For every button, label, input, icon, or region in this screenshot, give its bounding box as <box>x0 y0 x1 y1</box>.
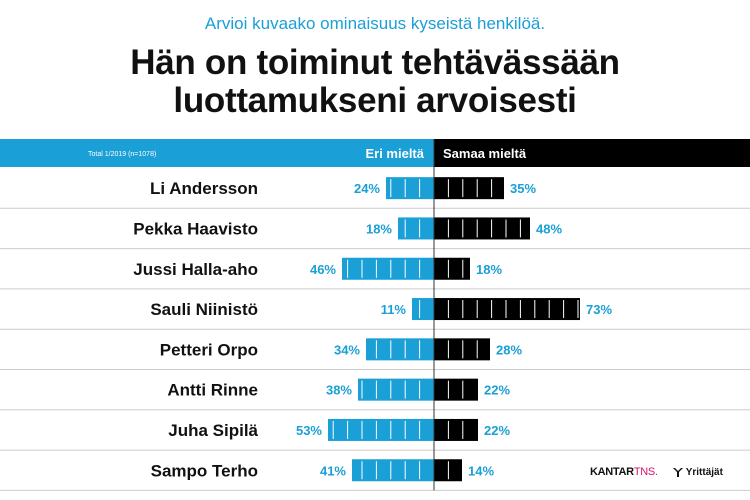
bar-disagree <box>366 338 434 361</box>
row-name-label: Juha Sipilä <box>168 421 258 440</box>
row-name-label: Antti Rinne <box>167 381 258 400</box>
bar-agree <box>434 378 478 401</box>
row-name-label: Sauli Niinistö <box>150 300 258 319</box>
data-label-agree: 22% <box>484 383 510 398</box>
legend-label-agree: Samaa mieltä <box>443 146 527 161</box>
bar-agree <box>434 298 580 321</box>
legend-label-disagree: Eri mieltä <box>365 146 424 161</box>
yrittajat-logo: Yrittäjät <box>672 466 723 478</box>
data-label-agree: 73% <box>586 302 612 317</box>
row-name-label: Jussi Halla-aho <box>133 260 258 279</box>
data-label-disagree: 38% <box>326 383 352 398</box>
bar-disagree <box>328 418 434 441</box>
bar-disagree <box>342 257 434 280</box>
data-label-agree: 18% <box>476 262 502 277</box>
chart-title-line-1: Hän on toiminut tehtävässään <box>130 43 620 82</box>
bar-disagree <box>358 378 434 401</box>
data-label-disagree: 34% <box>334 342 360 357</box>
data-label-agree: 28% <box>496 342 522 357</box>
data-label-disagree: 18% <box>366 221 392 236</box>
footer-logos: KANTARTNS. Yrittäjät <box>590 462 750 482</box>
data-label-disagree: 46% <box>310 262 336 277</box>
data-label-disagree: 24% <box>354 181 380 196</box>
bar-disagree <box>386 177 434 200</box>
data-label-agree: 35% <box>510 181 536 196</box>
row-name-label: Pekka Haavisto <box>133 219 258 238</box>
data-label-agree: 22% <box>484 423 510 438</box>
data-label-agree: 14% <box>468 463 494 478</box>
bar-disagree <box>412 298 434 321</box>
kantar-tns-logo: KANTARTNS. <box>590 466 658 478</box>
bar-agree <box>434 338 490 361</box>
data-label-disagree: 11% <box>381 302 407 317</box>
data-label-agree: 48% <box>536 221 562 236</box>
chart-title-line-2: luottamukseni arvoisesti <box>173 81 577 120</box>
source-note: Total 1/2019 (n=1078) <box>88 151 156 158</box>
chart-title: Hän on toiminut tehtävässään luottamukse… <box>0 44 750 120</box>
bar-disagree <box>398 217 434 240</box>
yrittajat-icon <box>672 468 683 477</box>
legend-band-disagree <box>0 139 434 167</box>
row-name-label: Li Andersson <box>150 179 258 198</box>
row-name-label: Sampo Terho <box>151 461 258 480</box>
bar-disagree <box>352 459 434 482</box>
bar-agree <box>434 177 504 200</box>
subtitle: Arvioi kuvaako ominaisuus kyseistä henki… <box>204 14 546 33</box>
row-name-label: Petteri Orpo <box>160 340 258 359</box>
legend-band-agree <box>434 139 750 167</box>
bar-agree <box>434 257 470 280</box>
bar-agree <box>434 418 478 441</box>
data-label-disagree: 53% <box>296 423 322 438</box>
data-label-disagree: 41% <box>320 463 346 478</box>
